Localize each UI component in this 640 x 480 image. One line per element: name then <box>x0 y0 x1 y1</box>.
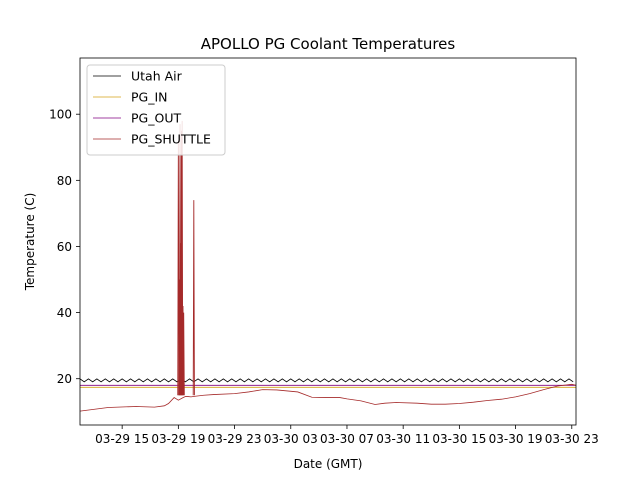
series-spike-pg-shuttle <box>182 312 185 396</box>
x-tick-label: 03-30 19 <box>489 432 543 446</box>
x-tick-label: 03-29 15 <box>95 432 149 446</box>
legend-label-utah-air: Utah Air <box>131 69 183 84</box>
y-tick-label: 40 <box>57 306 72 320</box>
series-spike-pg-shuttle <box>192 200 195 396</box>
axes-frame <box>79 57 577 426</box>
x-tick-label: 03-30 07 <box>320 432 374 446</box>
series-line-pg-shuttle <box>79 383 577 412</box>
y-tick-label: 100 <box>49 108 72 122</box>
y-tick-label: 80 <box>57 174 72 188</box>
y-tick-label: 20 <box>57 372 72 386</box>
x-tick-label: 03-29 23 <box>208 432 262 446</box>
legend: Utah Air PG_IN PG_OUT PG_SHUTTLE <box>86 64 226 156</box>
legend-label-pg-in: PG_IN <box>131 90 168 105</box>
legend-label-pg-out: PG_OUT <box>131 111 181 126</box>
x-axis: 03-29 15 03-29 19 03-29 23 03-30 03 03-30 07… <box>95 425 599 446</box>
x-tick-label: 03-29 19 <box>151 432 205 446</box>
x-axis-label: Date (GMT) <box>294 457 363 471</box>
y-tick-label: 60 <box>57 240 72 254</box>
series-line-utah-air <box>79 378 574 383</box>
y-axis: 20 40 60 80 100 <box>49 108 80 386</box>
y-axis-label: Temperature (C) <box>23 193 37 292</box>
x-tick-label: 03-30 11 <box>376 432 430 446</box>
x-tick-label: 03-30 23 <box>545 432 599 446</box>
legend-box <box>86 64 226 156</box>
x-tick-label: 03-30 15 <box>432 432 486 446</box>
legend-label-pg-shuttle: PG_SHUTTLE <box>131 132 211 147</box>
x-tick-label: 03-30 03 <box>264 432 318 446</box>
chart-title: APOLLO PG Coolant Temperatures <box>201 35 456 53</box>
